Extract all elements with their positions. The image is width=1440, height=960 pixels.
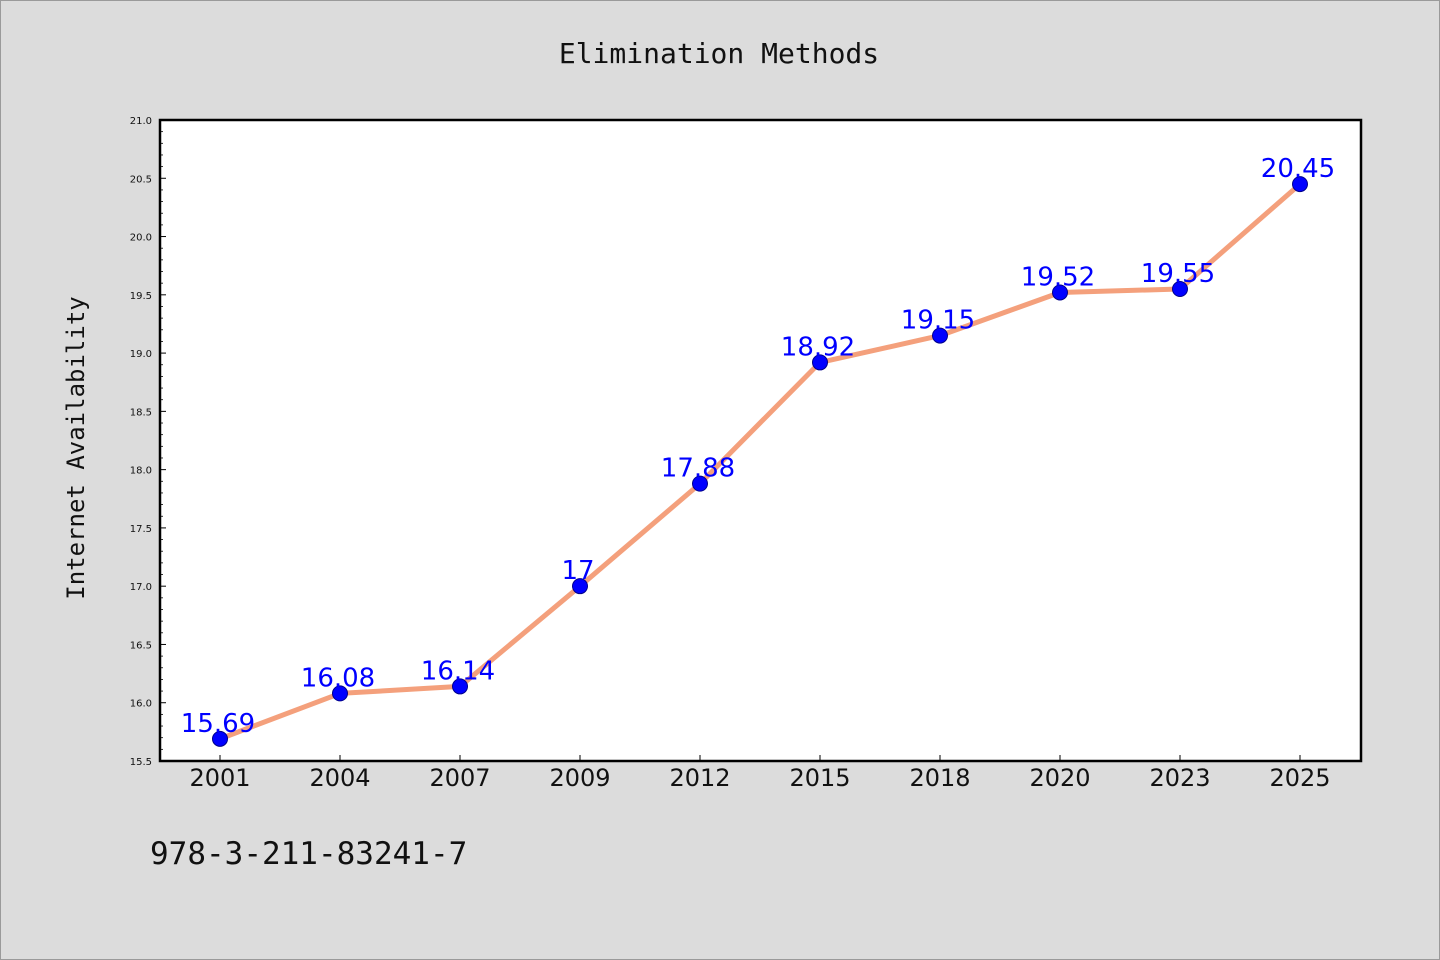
x-tick-label: 2007 [429, 764, 490, 792]
data-point [1172, 280, 1188, 297]
isbn-footer: 978-3-211-83241-7 [150, 836, 467, 872]
data-point [812, 354, 828, 371]
x-tick-label: 2012 [669, 764, 730, 792]
data-point [572, 578, 588, 595]
data-point [1052, 284, 1068, 301]
data-point [332, 685, 348, 702]
data-label: 19.55 [1141, 259, 1215, 289]
data-label: 18.92 [781, 332, 855, 362]
data-point [932, 327, 948, 344]
data-label: 17.88 [661, 454, 735, 484]
x-tick-label: 2001 [189, 764, 250, 792]
data-point [212, 730, 228, 747]
data-label: 15.69 [181, 709, 255, 739]
x-tick-label: 2004 [309, 764, 370, 792]
y-tick-label: 18.0 [130, 466, 152, 477]
y-tick-label: 17.5 [130, 524, 152, 535]
y-axis-label: Internet Availability [62, 296, 90, 599]
data-label: 17 [561, 556, 594, 586]
y-tick-label: 16.0 [130, 699, 152, 710]
data-label: 19.52 [1021, 262, 1095, 292]
data-label: 16.08 [301, 663, 375, 693]
data-point [692, 475, 708, 492]
y-tick-label: 17.0 [130, 582, 152, 593]
x-tick-label: 2023 [1149, 764, 1210, 792]
data-label: 16.14 [421, 656, 495, 686]
y-tick-label: 16.5 [130, 640, 152, 651]
data-label: 20.45 [1261, 154, 1335, 184]
y-tick-label: 18.5 [130, 407, 152, 418]
chart-title: Elimination Methods [559, 37, 879, 70]
y-tick-label: 19.0 [130, 349, 152, 360]
plot-area [158, 118, 1363, 763]
y-axis: 15.5 16.0 16.5 17.0 17.5 18.0 18.5 19.0 19.5 20.0… [130, 116, 166, 768]
y-tick-label: 15.5 [130, 757, 152, 768]
x-tick-label: 2018 [909, 764, 970, 792]
x-tick-label: 2020 [1029, 764, 1090, 792]
y-tick-label: 21.0 [130, 116, 152, 127]
y-tick-label: 20.5 [130, 174, 152, 185]
data-point [452, 678, 468, 695]
x-axis: 2001 2004 2007 2009 2012 2015 2018 2020 2023 2025 [189, 755, 1331, 792]
y-tick-label: 19.5 [130, 291, 152, 302]
x-tick-label: 2015 [789, 764, 850, 792]
series-layer [212, 176, 1308, 747]
data-point [1292, 176, 1308, 193]
x-tick-label: 2009 [549, 764, 610, 792]
y-tick-label: 20.0 [130, 233, 152, 244]
series-line [217, 181, 1303, 742]
data-label: 19.15 [901, 306, 975, 336]
data-labels: 15.69 16.08 16.14 17 17.88 18.92 19.15 19.52 19.… [181, 154, 1335, 739]
x-tick-label: 2025 [1269, 764, 1330, 792]
